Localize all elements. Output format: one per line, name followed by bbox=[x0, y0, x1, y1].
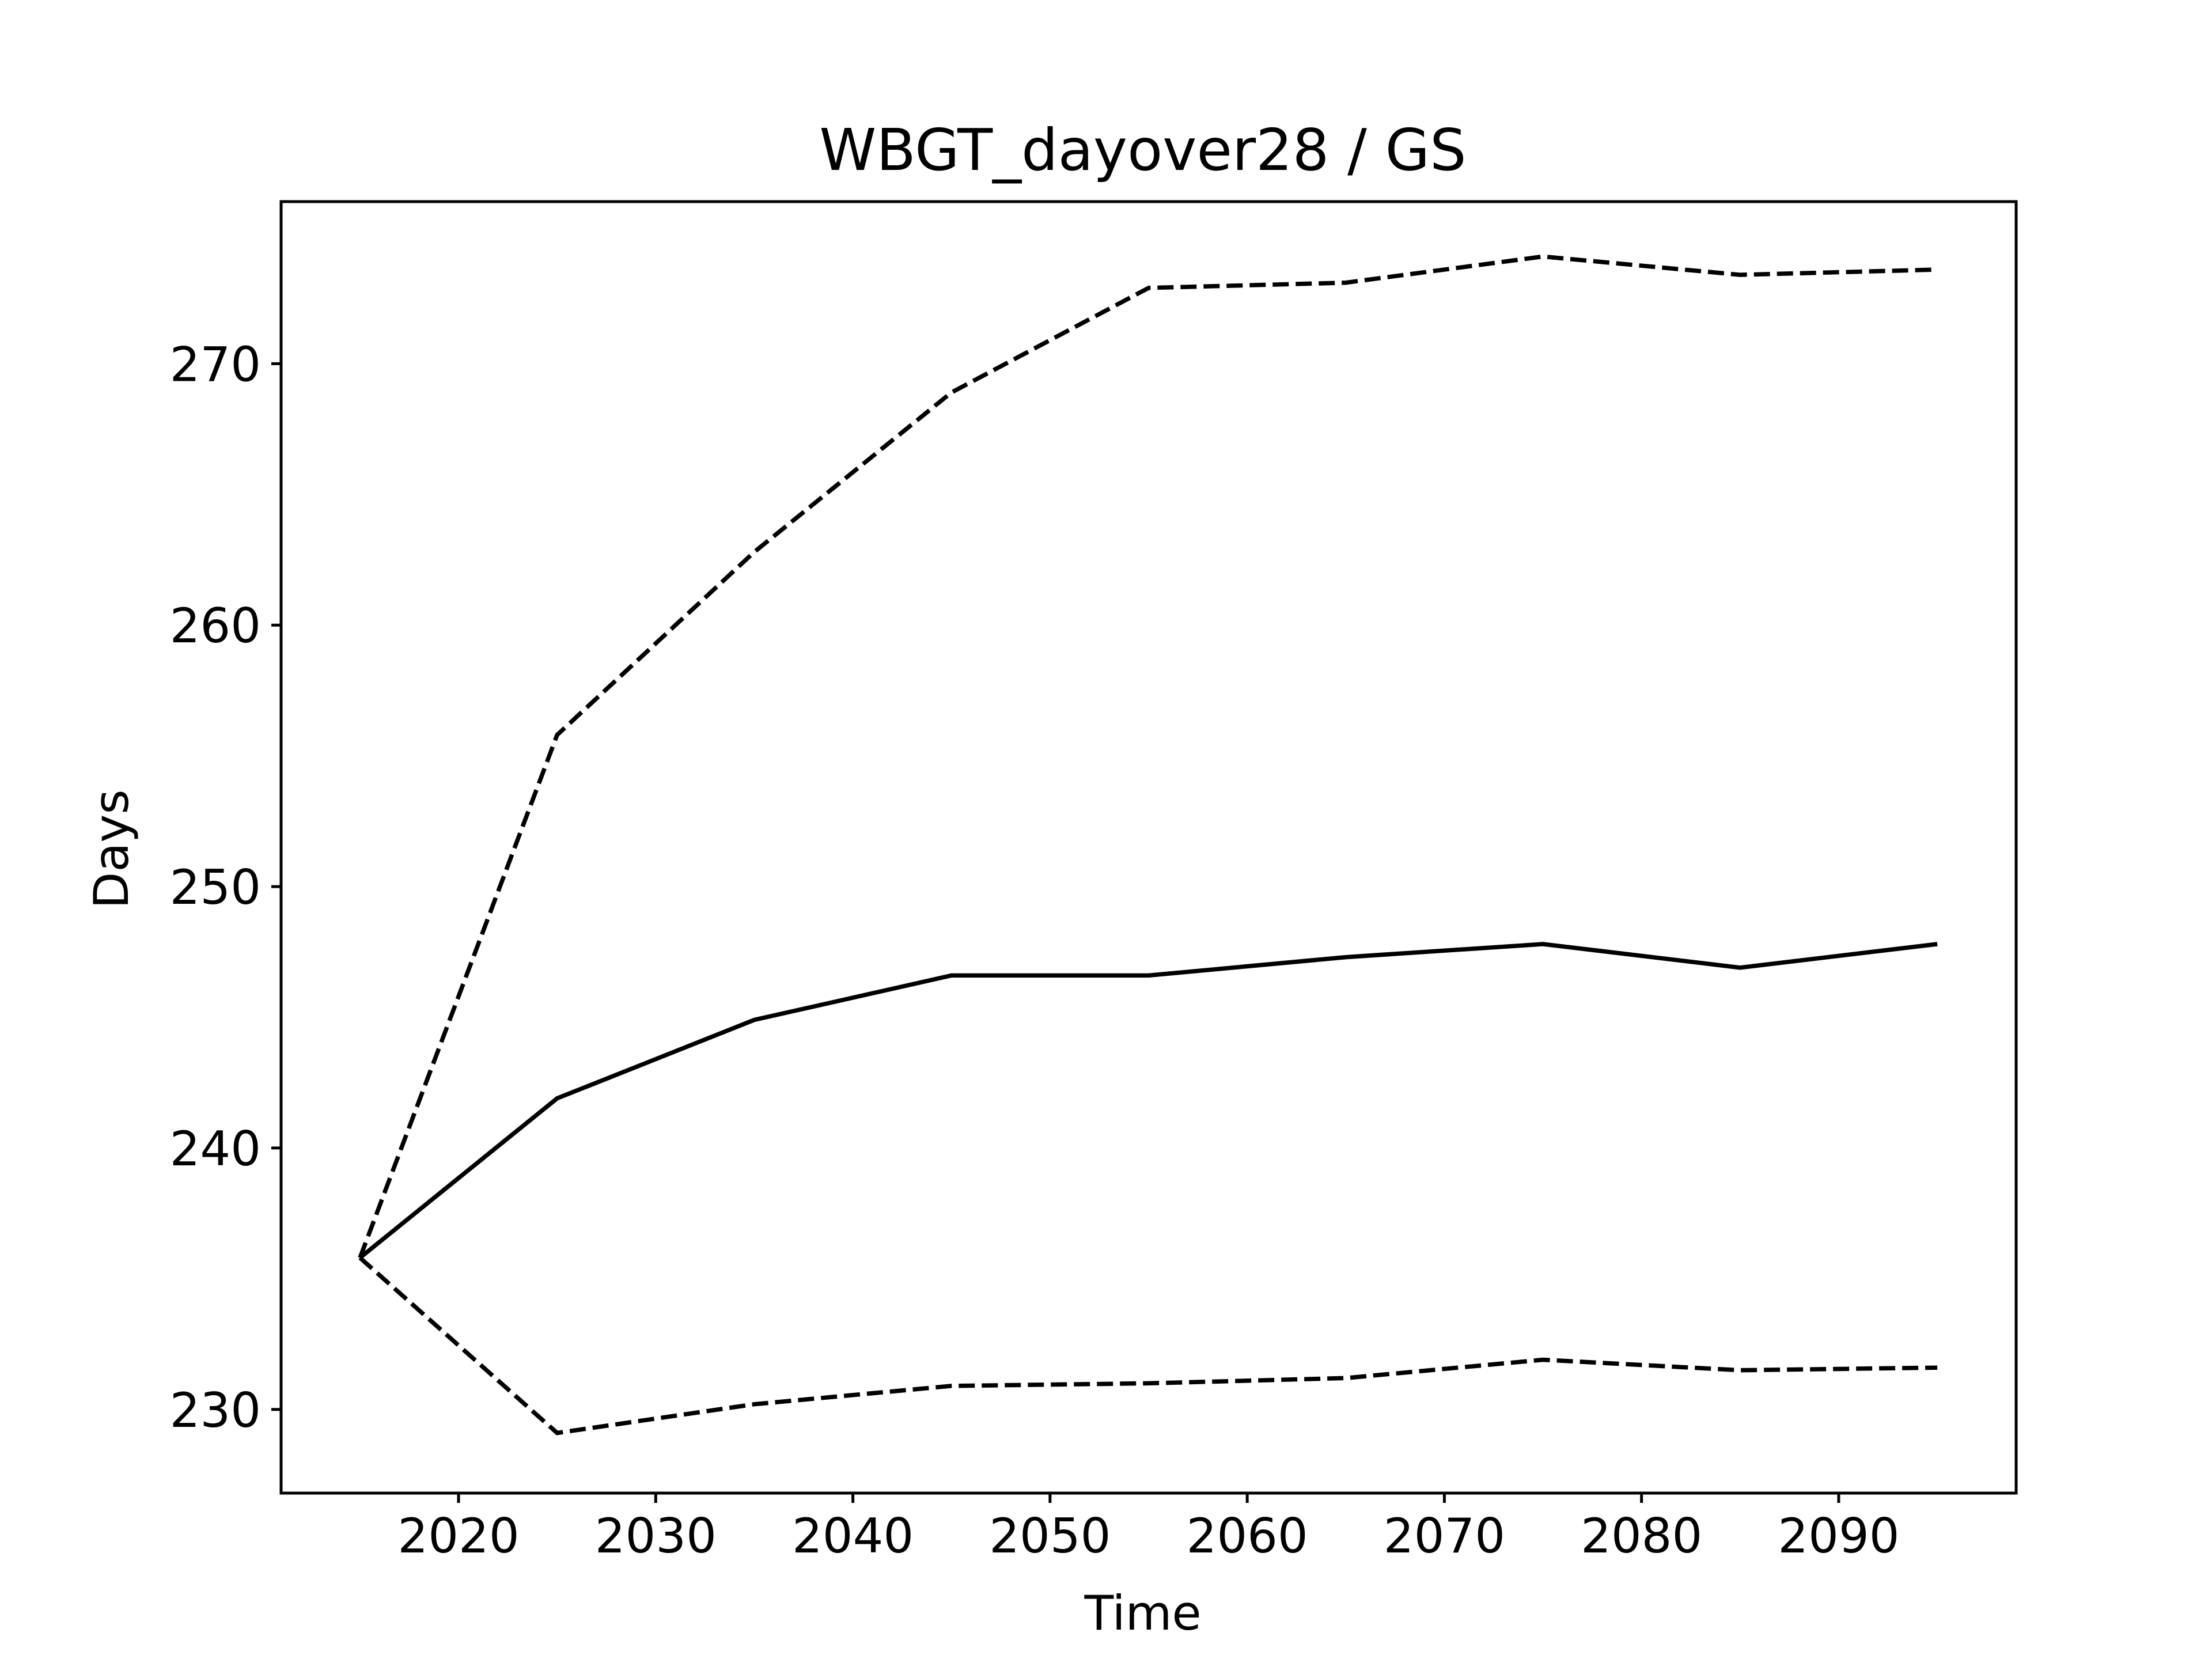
y-axis-label: Days bbox=[84, 789, 139, 908]
y-tick-label: 270 bbox=[170, 336, 261, 392]
x-tick-label: 2080 bbox=[1581, 1508, 1702, 1564]
lower-bound-series-line bbox=[358, 1256, 1938, 1435]
median-series-line bbox=[358, 942, 1938, 1260]
y-axis-ticks: 230 240 250 260 270 bbox=[170, 336, 281, 1438]
x-tick-label: 2030 bbox=[595, 1508, 717, 1564]
x-tick-label: 2050 bbox=[989, 1508, 1111, 1564]
plot-series bbox=[358, 254, 1938, 1435]
x-axis-ticks: 2020 2030 2040 2050 2060 2070 2080 2090 bbox=[397, 1493, 1900, 1564]
plot-area-frame bbox=[279, 200, 2018, 1495]
chart-title: WBGT_dayover28 / GS bbox=[819, 116, 1466, 184]
x-axis-label: Time bbox=[1084, 1585, 1201, 1641]
y-tick-label: 260 bbox=[170, 598, 261, 654]
upper-bound-series-line bbox=[358, 254, 1938, 1259]
y-tick-label: 230 bbox=[170, 1382, 261, 1438]
x-tick-label: 2040 bbox=[792, 1508, 914, 1564]
x-tick-label: 2060 bbox=[1187, 1508, 1308, 1564]
x-tick-label: 2090 bbox=[1778, 1508, 1899, 1564]
y-tick-label: 240 bbox=[170, 1121, 261, 1177]
y-tick-label: 250 bbox=[170, 859, 261, 915]
x-tick-label: 2070 bbox=[1384, 1508, 1505, 1564]
x-tick-label: 2020 bbox=[397, 1508, 519, 1564]
